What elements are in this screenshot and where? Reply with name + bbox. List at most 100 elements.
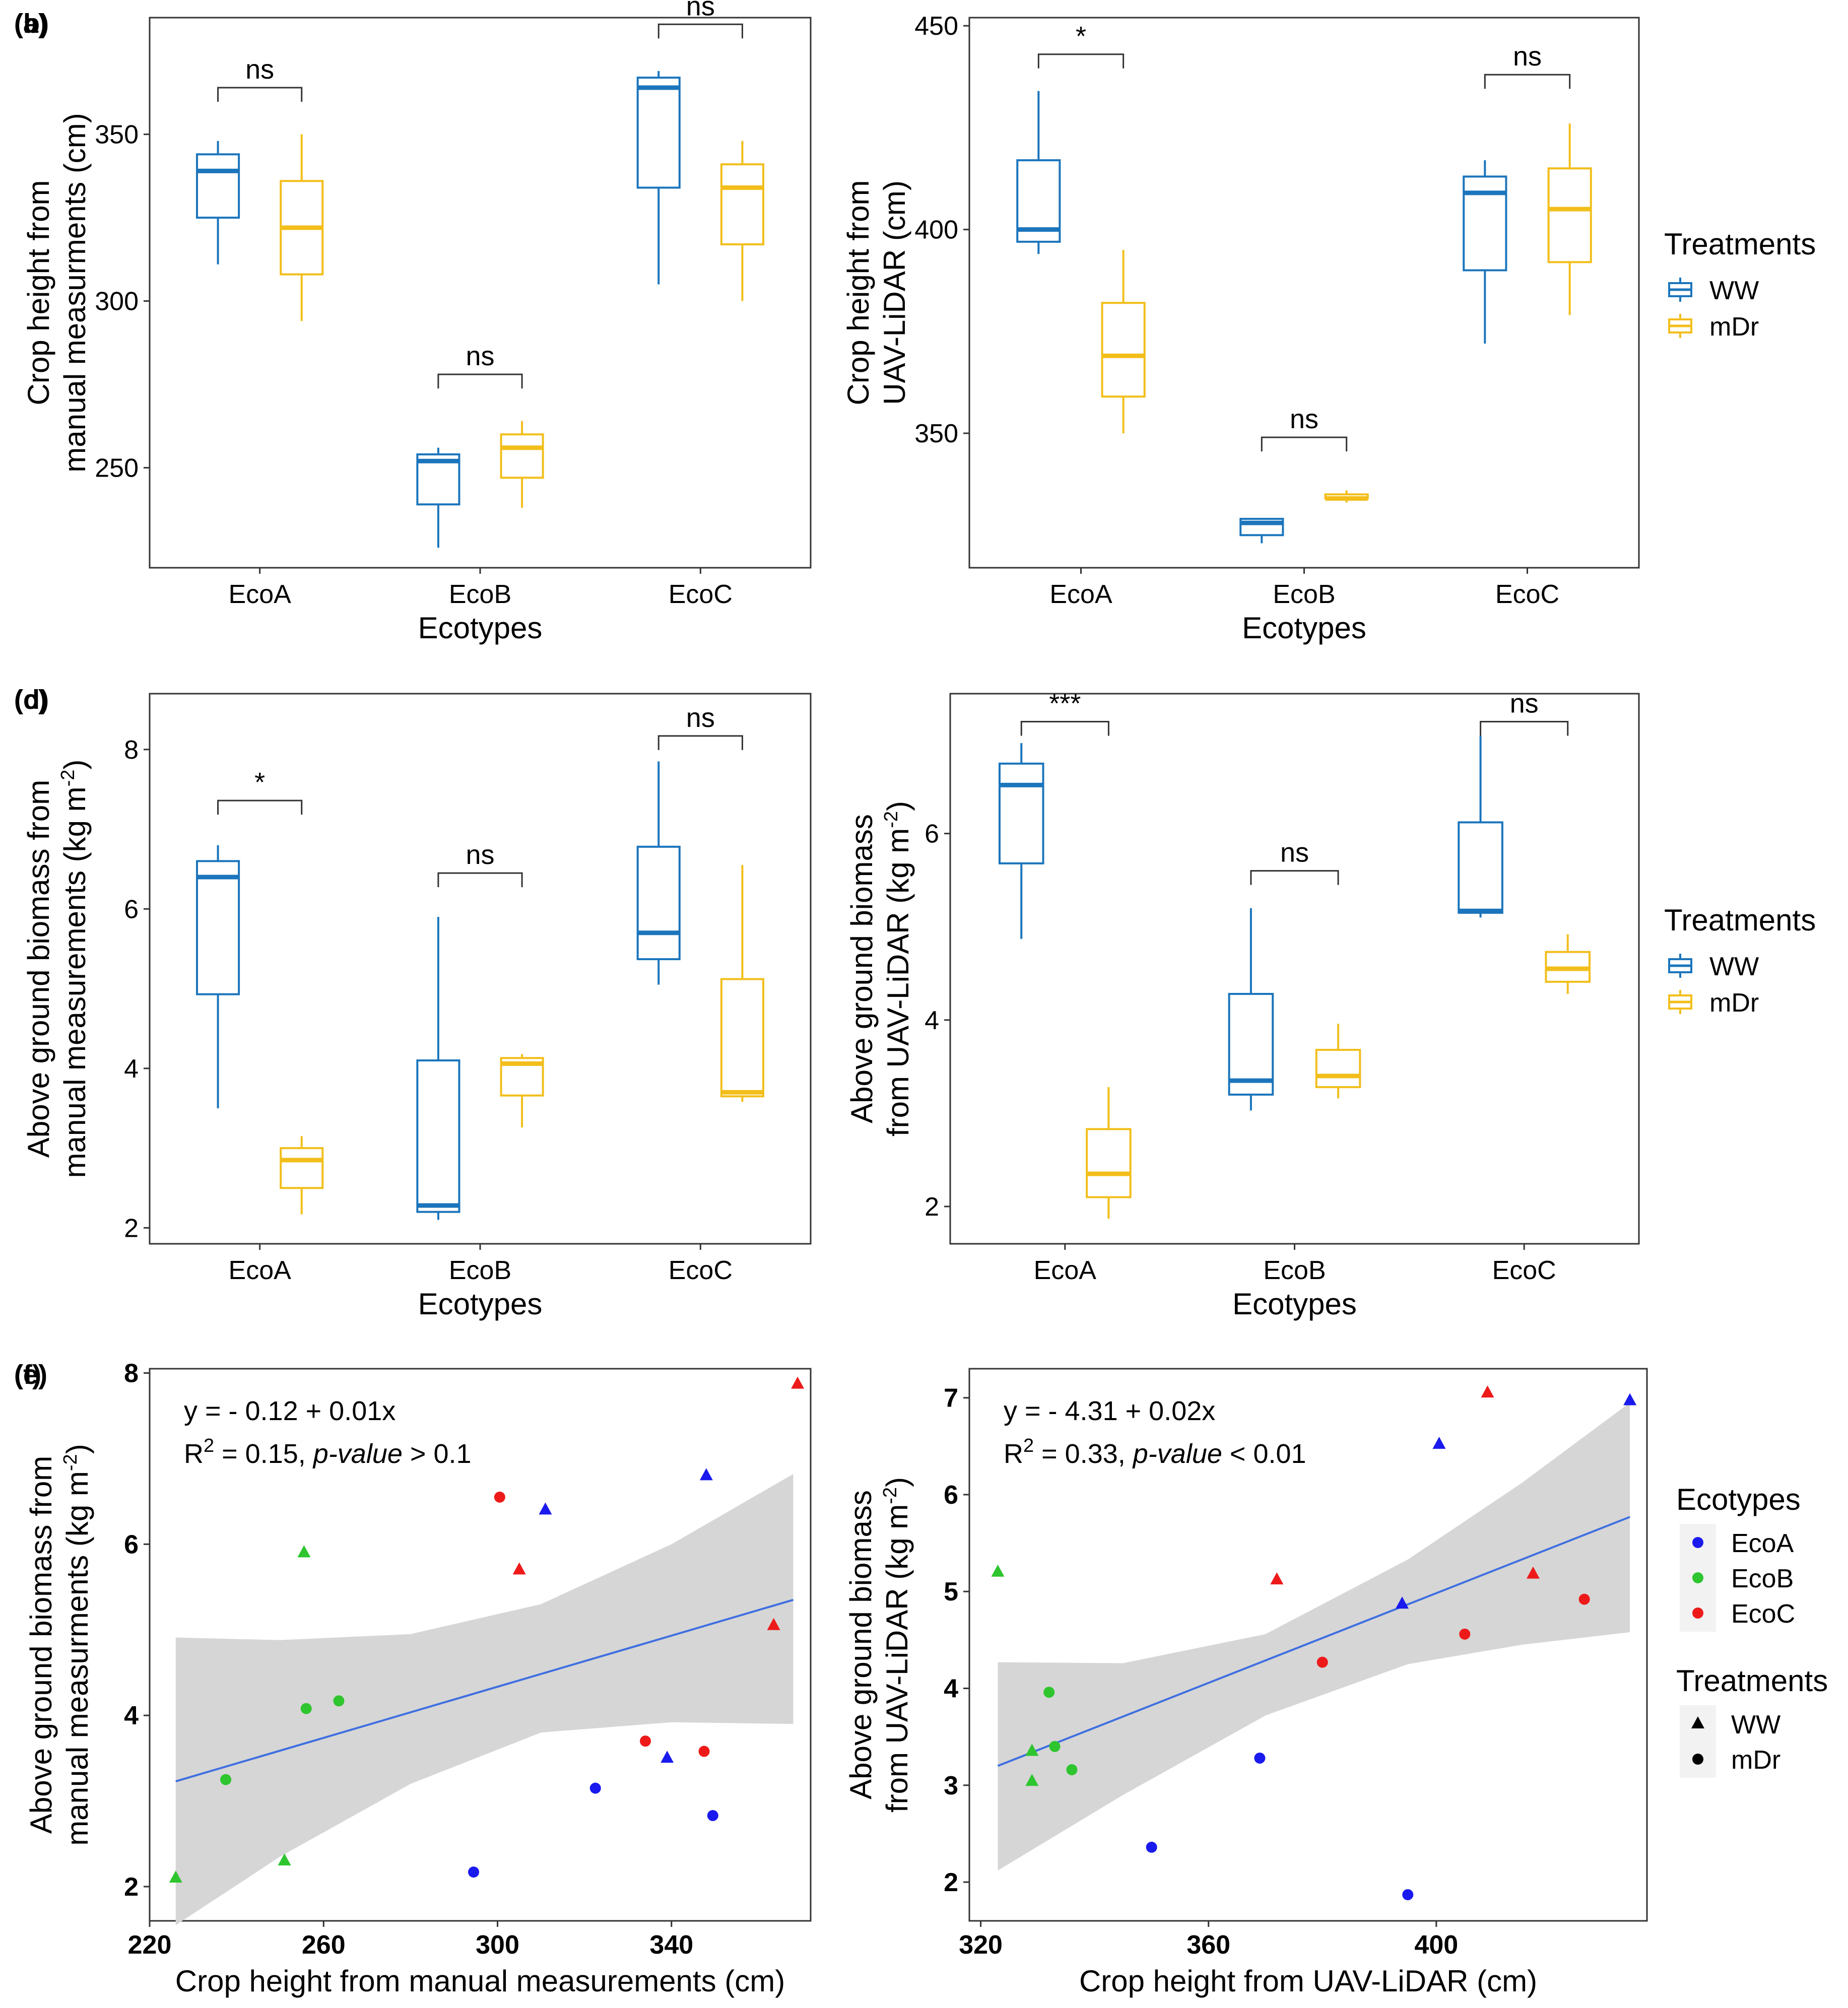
legend-title: Treatments: [1664, 227, 1816, 261]
regression-stats: R2 = 0.15, p-value > 0.1: [184, 1435, 472, 1469]
box-body: [720, 163, 764, 246]
pvalue-label: p-value: [1132, 1439, 1222, 1469]
y-tick-label: 250: [95, 453, 139, 483]
x-tick-label: EcoA: [229, 580, 292, 609]
point-EcoB-mDr: [333, 1695, 345, 1707]
box-WW-EcoA: [196, 845, 240, 1108]
legend-key-background: [1680, 1705, 1716, 1778]
box-WW-EcoA: [998, 743, 1044, 939]
box-mDr-EcoA: [280, 134, 324, 321]
box-body: [416, 1059, 460, 1213]
y-axis-label-line: manual measurements (kg m-2): [57, 760, 92, 1178]
point-EcoB-WW: [169, 1870, 182, 1883]
r2-symbol: R: [1004, 1439, 1023, 1469]
confidence-band: [998, 1402, 1630, 1871]
point-EcoA-mDr: [1146, 1841, 1157, 1853]
box-body: [1458, 821, 1503, 914]
label-superscript: -2: [881, 811, 902, 828]
significance-label: *: [1076, 21, 1086, 51]
plot-frame: [149, 17, 812, 569]
y-tick-label: 2: [124, 1872, 139, 1902]
point-EcoB-WW: [278, 1853, 291, 1866]
point-EcoB-mDr: [1049, 1741, 1061, 1752]
y-axis-label-line: Above ground biomass from: [22, 780, 55, 1158]
pvalue-label: p-value: [312, 1439, 403, 1469]
significance-bracket: [1261, 436, 1348, 452]
legend-item-label: WW: [1709, 952, 1759, 981]
significance-bracket: [657, 23, 743, 39]
label-text: from UAV-LiDAR (kg m: [881, 828, 915, 1136]
point-EcoA-mDr: [707, 1810, 718, 1821]
box-body: [636, 77, 681, 189]
box-body: [500, 433, 544, 479]
box-WW-EcoC: [636, 71, 681, 285]
panel-f: (f) 2 3 4 5 6 7 Above ground biomassfrom UAV-Li…: [14, 1360, 1828, 1998]
significance-label: ns: [686, 0, 715, 21]
point-EcoC-mDr: [494, 1491, 505, 1503]
regression-stats: R2 = 0.33, p-value < 0.01: [1004, 1435, 1306, 1469]
legend-item-label: WW: [1709, 276, 1759, 305]
box-mDr-EcoB: [500, 1054, 544, 1127]
y-tick-label: 4: [925, 1006, 939, 1035]
point-EcoB-WW: [297, 1545, 311, 1558]
significance-label: ***: [1049, 689, 1081, 719]
box-mDr-EcoC: [1547, 123, 1592, 315]
box-mDr-EcoC: [720, 865, 764, 1102]
legend-key-mDr: [1668, 314, 1692, 338]
panel-label-c: (c): [14, 685, 47, 715]
significance-label: ns: [686, 703, 715, 733]
y-axis-label-line: manual measurments (kg m-2): [60, 1444, 94, 1845]
x-tick-label: 300: [476, 1930, 519, 1960]
significance-bracket: [657, 735, 743, 750]
label-superscript: -2: [60, 1454, 81, 1471]
point-EcoC-mDr: [1578, 1593, 1590, 1605]
y-axis-label-line: from UAV-LiDAR (kg m-2): [880, 1477, 914, 1813]
point-EcoC-WW: [767, 1618, 780, 1630]
legend-item-label: mDr: [1731, 1746, 1780, 1775]
y-axis-label-line: UAV-LiDAR (cm): [878, 180, 911, 405]
panel-label-f: (f): [14, 1360, 41, 1390]
y-tick-label: 450: [914, 12, 958, 41]
box-body: [196, 860, 240, 995]
legend-item-label: EcoA: [1731, 1529, 1794, 1558]
point-EcoA-WW: [699, 1468, 713, 1481]
y-tick-label: 400: [914, 216, 958, 245]
point-EcoC-WW: [1270, 1572, 1284, 1585]
significance-label: ns: [1280, 838, 1309, 868]
legend-title: Treatments: [1664, 903, 1816, 937]
point-EcoB-mDr: [220, 1774, 232, 1785]
y-tick-label: 2: [124, 1214, 139, 1243]
y-tick-label: 8: [124, 1359, 139, 1388]
x-tick-label: 260: [302, 1930, 346, 1960]
point-EcoA-mDr: [1402, 1889, 1414, 1901]
point-EcoC-WW: [1526, 1566, 1540, 1579]
label-text: manual measurements (kg m: [58, 786, 92, 1178]
significance-label: ns: [1290, 404, 1318, 434]
y-axis-label-line: Above ground biomass: [845, 814, 879, 1123]
y-tick-label: 6: [944, 1481, 958, 1510]
significance-bracket: [1037, 53, 1125, 69]
box-mDr-EcoC: [720, 141, 764, 301]
x-tick-label: EcoA: [1049, 580, 1112, 609]
y-tick-label: 4: [944, 1675, 958, 1704]
regression-line: [997, 1516, 1630, 1767]
point-EcoB-mDr: [1043, 1687, 1055, 1698]
y-tick-label: 300: [95, 287, 139, 316]
x-tick-label: 320: [959, 1930, 1003, 1960]
box-WW-EcoB: [1228, 908, 1274, 1111]
box-mDr-EcoB: [1324, 490, 1369, 503]
r2-value: = 0.33,: [1034, 1439, 1133, 1469]
x-tick-label: EcoB: [1263, 1256, 1326, 1285]
y-tick-label: 350: [914, 419, 958, 448]
point-EcoA-WW: [1395, 1596, 1409, 1609]
panel-d: (d) 2 4 6 Above ground biomassfrom UAV-LiDAR…: [14, 685, 1816, 1321]
box-body: [196, 153, 240, 219]
significance-bracket: [217, 799, 303, 815]
plot-frame: [968, 17, 1640, 569]
significance-bracket: [1250, 870, 1339, 885]
box-WW-EcoC: [636, 761, 681, 985]
legend-key-WW: [1691, 1716, 1704, 1728]
box-mDr-EcoA: [280, 1136, 324, 1215]
